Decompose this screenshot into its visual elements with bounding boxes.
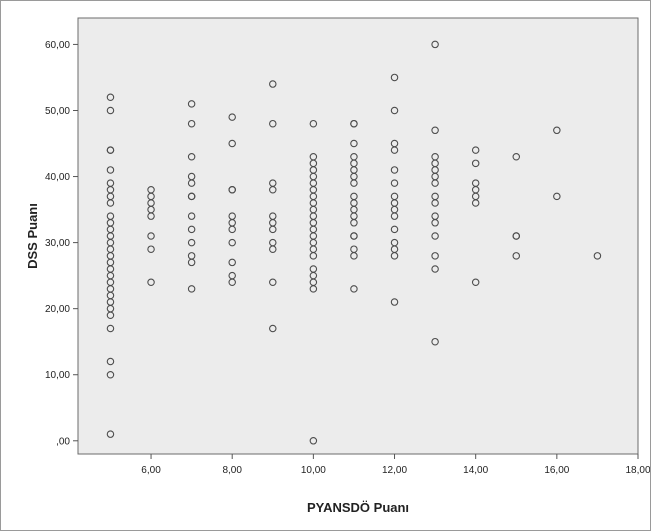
data-point (390, 298, 399, 306)
data-point (309, 285, 318, 293)
data-point (147, 245, 155, 253)
data-point (390, 252, 399, 260)
data-point (512, 152, 521, 161)
data-point (187, 179, 196, 187)
x-tick-label: 6,00 (141, 465, 161, 476)
y-axis-title: DSS Puanı (25, 203, 40, 269)
data-point (431, 179, 439, 187)
data-point (390, 179, 399, 187)
data-point (309, 119, 318, 128)
data-point (187, 212, 196, 220)
data-point (187, 285, 196, 293)
data-point (431, 232, 439, 240)
data-point (309, 252, 318, 260)
x-tick-label: 16,00 (544, 465, 569, 476)
data-point (390, 166, 399, 174)
data-point (187, 192, 196, 201)
data-point (431, 126, 439, 135)
data-point (390, 73, 399, 82)
data-point (350, 119, 358, 128)
data-point (269, 245, 277, 253)
data-point (350, 285, 358, 293)
data-point (187, 225, 196, 234)
data-point (471, 159, 480, 168)
data-point (187, 258, 196, 267)
data-point (106, 311, 115, 320)
data-point (553, 126, 561, 135)
data-point (106, 370, 115, 379)
data-point (147, 232, 155, 240)
data-point (187, 119, 196, 128)
data-point (106, 93, 115, 102)
data-points (106, 40, 602, 445)
x-tick-label: 12,00 (382, 465, 407, 476)
data-point (269, 186, 277, 194)
data-point (390, 146, 399, 154)
data-point (390, 225, 399, 234)
y-tick-label: 60,00 (45, 40, 70, 51)
data-point (228, 113, 236, 121)
x-axis: 6,00 8,00 10,00 12,00 14,00 16,00 18,00 (141, 454, 650, 476)
data-point (106, 166, 115, 174)
data-point (390, 106, 399, 115)
data-point (431, 219, 439, 227)
x-tick-label: 18,00 (625, 465, 650, 476)
data-point (187, 238, 196, 247)
data-point (431, 40, 439, 49)
y-tick-label: ,00 (56, 436, 70, 447)
data-point (431, 337, 439, 346)
data-point (228, 225, 236, 234)
data-point (106, 146, 115, 154)
data-point (471, 278, 480, 286)
y-tick-label: 50,00 (45, 106, 70, 117)
data-point (350, 252, 358, 260)
data-point (269, 278, 277, 286)
data-point (269, 225, 277, 234)
data-point (147, 278, 155, 286)
data-point (593, 252, 602, 260)
x-tick-label: 14,00 (463, 465, 488, 476)
data-point (187, 152, 196, 161)
x-tick-label: 8,00 (222, 465, 242, 476)
data-point (512, 252, 521, 260)
data-point (350, 219, 358, 227)
data-point (309, 437, 318, 445)
y-axis: ,00 10,00 20,00 30,00 40,00 50,00 60,00 (45, 40, 78, 447)
data-point (106, 430, 115, 438)
data-point (269, 324, 277, 333)
y-tick-label: 30,00 (45, 238, 70, 249)
data-point (471, 199, 480, 207)
data-point (228, 278, 236, 286)
data-point (228, 258, 236, 267)
data-point (350, 232, 358, 240)
data-point (228, 186, 236, 194)
data-point (187, 100, 196, 108)
data-point (553, 192, 561, 201)
data-point (471, 146, 480, 154)
data-point (431, 199, 439, 207)
x-tick-label: 10,00 (301, 465, 326, 476)
data-point (106, 199, 115, 207)
data-point (431, 265, 439, 273)
data-point (350, 179, 358, 187)
data-point (431, 252, 439, 260)
y-tick-label: 10,00 (45, 370, 70, 381)
data-point (390, 212, 399, 220)
x-axis-title: PYANSDÖ Puanı (307, 500, 409, 515)
data-point (228, 139, 236, 148)
data-point (350, 139, 358, 148)
data-point (106, 324, 115, 333)
y-tick-label: 20,00 (45, 304, 70, 315)
data-point (269, 119, 277, 128)
plot-area (77, 17, 639, 455)
data-point (147, 212, 155, 220)
y-tick-label: 40,00 (45, 172, 70, 183)
data-point (512, 232, 521, 240)
data-point (106, 106, 115, 115)
data-point (269, 80, 277, 88)
data-point (106, 357, 115, 366)
data-point (228, 238, 236, 247)
